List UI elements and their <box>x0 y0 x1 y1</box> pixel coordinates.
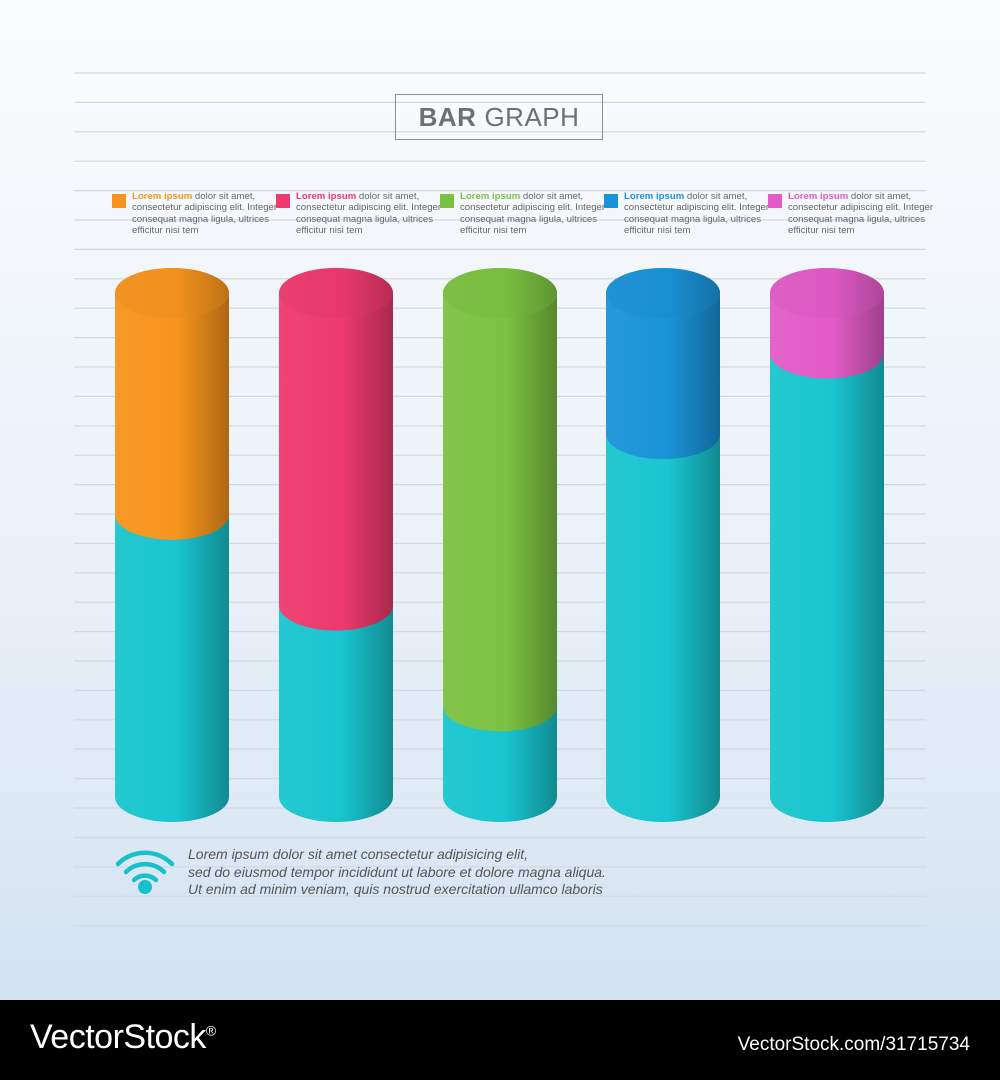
bar-cap-shade-2 <box>279 268 393 318</box>
bar-base-5 <box>770 353 884 822</box>
bar-cap-shade-4 <box>606 268 720 318</box>
bar-base-3 <box>443 706 557 822</box>
footer-line-2: sed do eiusmod tempor incididunt ut labo… <box>188 863 606 880</box>
bar-cap-shade-3 <box>443 268 557 318</box>
bar-cap-shade-1 <box>115 268 229 318</box>
cylinder-5 <box>770 268 884 822</box>
watermark-bar: VectorStock® VectorStock.com/31715734 <box>0 1000 1000 1080</box>
legend-head-3: Lorem ipsum <box>460 191 521 202</box>
legend-swatch-5 <box>768 194 782 208</box>
bar-cap-shade-5 <box>770 268 884 318</box>
footer-line-3: Ut enim ad minim veniam, quis nostrud ex… <box>188 881 603 897</box>
bar-base-1 <box>115 514 229 822</box>
title-rest: GRAPH <box>484 101 580 132</box>
bar-top-2 <box>279 293 393 631</box>
legend-body-5: dolor sit amet, consectetur adipiscing e… <box>788 191 934 237</box>
legend-head-1: Lorem ipsum <box>132 191 193 202</box>
legend-head-4: Lorem ipsum <box>624 191 685 202</box>
cylinder-1 <box>115 268 229 822</box>
legend-body-3: dolor sit amet, consectetur adipiscing e… <box>460 191 606 237</box>
legend-swatch-3 <box>440 194 454 208</box>
watermark-id: VectorStock.com/31715734 <box>737 1034 970 1055</box>
bar-top-4 <box>606 293 720 460</box>
wifi-icon <box>115 850 175 894</box>
bar-chart <box>115 268 884 822</box>
bar-top-1 <box>115 293 229 540</box>
chart-title: BAR GRAPH <box>395 94 603 140</box>
watermark-brand: VectorStock® <box>30 1018 216 1057</box>
legend-body-1: dolor sit amet, consectetur adipiscing e… <box>132 191 278 237</box>
footer-line-1: Lorem ipsum dolor sit amet consectetur a… <box>188 846 529 862</box>
footer-note: Lorem ipsum dolor sit amet consectetur a… <box>188 846 708 899</box>
legend-swatch-4 <box>604 194 618 208</box>
legend-body-4: dolor sit amet, consectetur adipiscing e… <box>624 191 770 237</box>
legend-swatch-1 <box>112 194 126 208</box>
cylinder-2 <box>279 268 393 822</box>
bar-top-3 <box>443 293 557 732</box>
title-bold: BAR <box>418 101 477 132</box>
legend-head-2: Lorem ipsum <box>296 191 357 202</box>
legend-body-2: dolor sit amet, consectetur adipiscing e… <box>296 191 442 237</box>
watermark-brand-text: VectorStock <box>30 1018 206 1056</box>
bar-base-2 <box>279 605 393 822</box>
watermark-reg: ® <box>205 1022 216 1039</box>
bar-base-4 <box>606 434 720 822</box>
legend-swatch-2 <box>276 194 290 208</box>
cylinder-3 <box>443 268 557 822</box>
cylinder-4 <box>606 268 720 822</box>
legend-head-5: Lorem ipsum <box>788 191 849 202</box>
infographic: BAR GRAPH Lorem ipsum dolor sit amet, co… <box>0 0 1000 1000</box>
